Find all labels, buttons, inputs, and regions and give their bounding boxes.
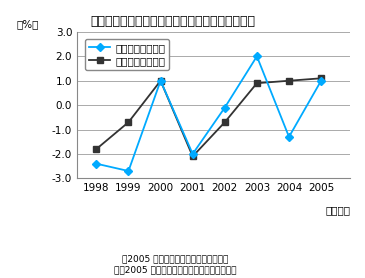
Line: 市内総生産伸び率: 市内総生産伸び率 — [93, 53, 324, 174]
国内総生産伸び率 — [223, 121, 227, 124]
市内総生産伸び率 — [158, 79, 163, 82]
Text: 市内総生産及び国内総生産対前年度伸び率の推移: 市内総生産及び国内総生産対前年度伸び率の推移 — [91, 15, 256, 28]
国内総生産伸び率 — [158, 79, 163, 82]
Y-axis label: （%）: （%） — [17, 19, 39, 29]
市内総生産伸び率 — [287, 135, 291, 138]
国内総生産伸び率 — [191, 155, 195, 158]
国内総生産伸び率 — [94, 147, 99, 151]
国内総生産伸び率 — [319, 77, 323, 80]
市内総生産伸び率 — [223, 106, 227, 109]
国内総生産伸び率 — [126, 121, 131, 124]
市内総生産伸び率 — [191, 152, 195, 156]
国内総生産伸び率 — [255, 81, 259, 85]
Text: （2005 年度『川崎市市民経済計算』、
　　2005 年度『国民経済計算』（内閣府））: （2005 年度『川崎市市民経済計算』、 2005 年度『国民経済計算』（内閣府… — [114, 254, 237, 274]
Legend: 市内総生産伸び率, 国内総生産伸び率: 市内総生産伸び率, 国内総生産伸び率 — [85, 39, 169, 70]
市内総生産伸び率 — [319, 79, 323, 82]
市内総生産伸び率 — [255, 55, 259, 58]
Line: 国内総生産伸び率: 国内総生産伸び率 — [93, 75, 324, 160]
国内総生産伸び率 — [287, 79, 291, 82]
市内総生産伸び率 — [94, 162, 99, 165]
Text: （年度）: （年度） — [325, 205, 350, 215]
市内総生産伸び率 — [126, 169, 131, 173]
